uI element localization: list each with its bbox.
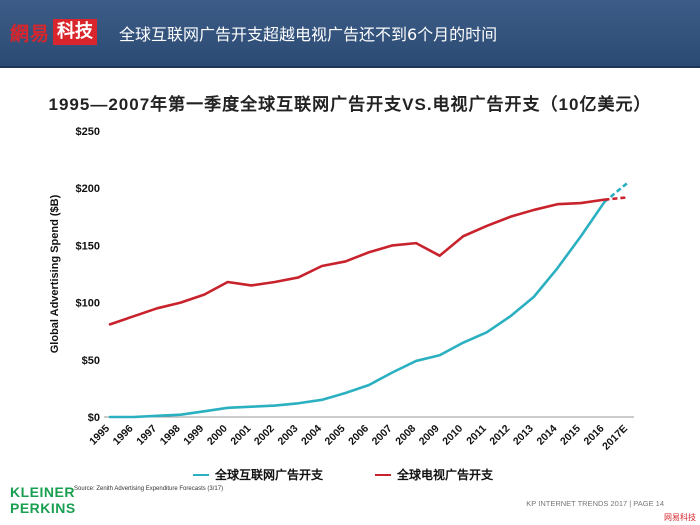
legend-swatch-internet <box>193 473 209 476</box>
x-tick-label: 2005 <box>323 423 348 448</box>
legend-label-tv: 全球电视广告开支 <box>397 468 494 482</box>
page-footer: KP INTERNET TRENDS 2017 | PAGE 14 <box>526 499 664 508</box>
x-tick-label: 2015 <box>558 423 583 448</box>
y-tick-label: $0 <box>88 412 100 424</box>
x-tick-label: 2008 <box>393 423 418 448</box>
x-tick-label: 2003 <box>275 423 300 448</box>
series-line-1 <box>108 198 606 326</box>
x-tick-label: 2013 <box>511 423 536 448</box>
x-tick-label: 2010 <box>440 423 465 448</box>
legend-item-tv: 全球电视广告开支 <box>375 466 493 483</box>
x-tick-label: 1996 <box>111 423 136 448</box>
header-divider <box>0 66 700 68</box>
brand-line-2: PERKINS <box>10 500 76 516</box>
y-tick-label: $150 <box>76 240 100 252</box>
y-tick-label: $200 <box>76 183 100 195</box>
y-tick-label: $250 <box>76 126 100 138</box>
x-tick-label: 2007 <box>370 423 395 448</box>
x-tick-label: 1995 <box>87 423 112 448</box>
y-axis-label: Global Advertising Spend ($B) <box>49 194 61 354</box>
logo-badge: 科技 <box>53 19 98 45</box>
x-tick-label: 1997 <box>134 423 159 448</box>
brand-line-1: KLEINER <box>10 484 75 500</box>
legend-label-internet: 全球互联网广告开支 <box>215 468 324 482</box>
chart-title: 1995—2007年第一季度全球互联网广告开支VS.电视广告开支（10亿美元） <box>48 95 652 114</box>
x-tick-label: 2001 <box>228 423 253 448</box>
x-tick-label: 2004 <box>299 423 324 448</box>
header-bar: 網易 科技 全球互联网广告开支超越电视广告还不到6个月的时间 <box>0 0 700 66</box>
x-tick-label: 2014 <box>534 423 559 448</box>
y-tick-label: $50 <box>82 355 100 367</box>
source-note: Source: Zenith Advertising Expenditure F… <box>74 486 224 492</box>
series-forecast-segment-1 <box>604 196 629 201</box>
legend-swatch-tv <box>375 473 392 476</box>
chart-legend: 全球互联网广告开支 全球电视广告开支 <box>193 466 493 483</box>
x-tick-label: 2000 <box>205 423 230 448</box>
x-tick-label: 2017E <box>600 423 630 453</box>
x-tick-label: 1999 <box>181 423 206 448</box>
slide-title: 全球互联网广告开支超越电视广告还不到6个月的时间 <box>119 25 498 44</box>
x-tick-label: 1998 <box>158 423 183 448</box>
x-tick-label: 2011 <box>464 423 489 448</box>
x-tick-label: 2006 <box>346 423 371 448</box>
kleiner-perkins-logo: KLEINER PERKINS <box>10 484 76 516</box>
y-tick-label: $100 <box>76 298 100 310</box>
x-tick-label: 2009 <box>417 423 442 448</box>
x-tick-label: 2002 <box>252 423 277 448</box>
netease-tech-logo: 網易 科技 <box>10 18 98 46</box>
series-line-0 <box>108 200 606 419</box>
series-forecast-segment-0 <box>603 181 629 203</box>
x-tick-label: 2012 <box>487 423 512 448</box>
watermark: 网易科技 <box>664 513 696 522</box>
legend-item-internet: 全球互联网广告开支 <box>193 466 323 483</box>
logo-text: 網易 <box>10 22 51 45</box>
